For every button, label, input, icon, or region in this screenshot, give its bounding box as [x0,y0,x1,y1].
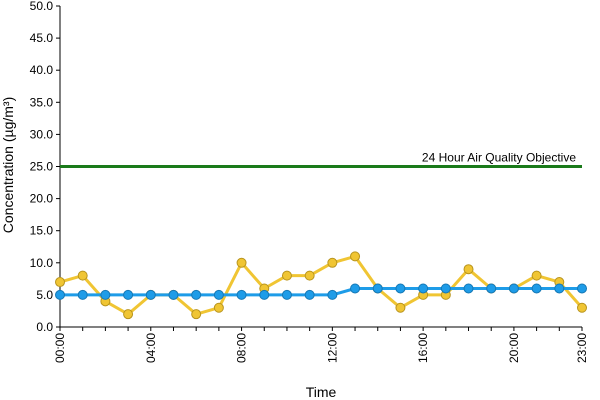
x-tick-label: 04:00 [144,333,158,363]
x-tick-label: 16:00 [416,333,430,363]
y-tick-label: 10.0 [30,256,54,270]
data-point [554,283,565,294]
reference-line-group: 24 Hour Air Quality Objective [60,151,582,168]
data-point [531,270,542,281]
y-tick-label: 5.0 [36,288,53,302]
data-point [577,283,587,294]
data-point [486,283,497,294]
y-tick-label: 40.0 [30,63,54,77]
data-point [372,283,383,294]
data-point [508,283,519,294]
data-point [168,289,179,300]
y-tick-label: 25.0 [30,160,54,174]
x-tick-label: 20:00 [507,333,521,363]
data-point [213,289,224,300]
data-point [463,264,474,275]
data-point [55,277,65,288]
data-point [577,302,587,313]
x-tick-label: 23:00 [575,333,589,363]
data-point [236,289,247,300]
series-2 [55,283,587,300]
series-line [59,254,584,316]
series-1 [55,251,587,320]
data-point [327,289,338,300]
y-tick-label: 20.0 [30,192,54,206]
data-point [418,283,429,294]
x-axis-title: Time [306,384,337,400]
data-point [281,270,292,281]
data-point [350,251,361,262]
data-point [55,289,65,300]
data-point [236,257,247,268]
y-tick-label: 30.0 [30,127,54,141]
data-point [304,270,315,281]
data-point [463,283,474,294]
data-point [304,289,315,300]
y-axis-title: Concentration (µg/m³) [0,97,16,233]
y-tick-label: 0.0 [36,320,53,334]
data-point [440,283,451,294]
series-group [55,251,587,320]
objective-label: 24 Hour Air Quality Objective [422,151,576,165]
data-point [395,283,406,294]
data-point [77,270,88,281]
data-point [281,289,292,300]
x-tick-label: 08:00 [235,333,249,363]
y-tick-label: 15.0 [30,224,54,238]
data-point [191,309,202,320]
data-point [123,289,134,300]
series-line [60,287,582,297]
data-point [77,289,88,300]
data-point [350,283,361,294]
x-tick-label: 00:00 [53,333,67,363]
data-point [123,309,134,320]
data-point [213,302,224,313]
data-point [191,289,202,300]
y-tick-label: 35.0 [30,95,54,109]
data-point [531,283,542,294]
x-axis: 00:00 04:00 08:00 12:00 16:00 20:00 23:00 [53,326,589,363]
data-point [145,289,156,300]
y-axis: 0.0 5.0 10.0 15.0 20.0 25.0 30.0 35.0 40.0 45.0 50… [30,0,61,334]
data-point [259,289,270,300]
data-point [100,289,111,300]
y-tick-label: 45.0 [30,31,54,45]
data-point [395,302,406,313]
x-tick-label: 12:00 [325,333,339,363]
y-tick-label: 50.0 [30,0,54,13]
data-point [327,257,338,268]
